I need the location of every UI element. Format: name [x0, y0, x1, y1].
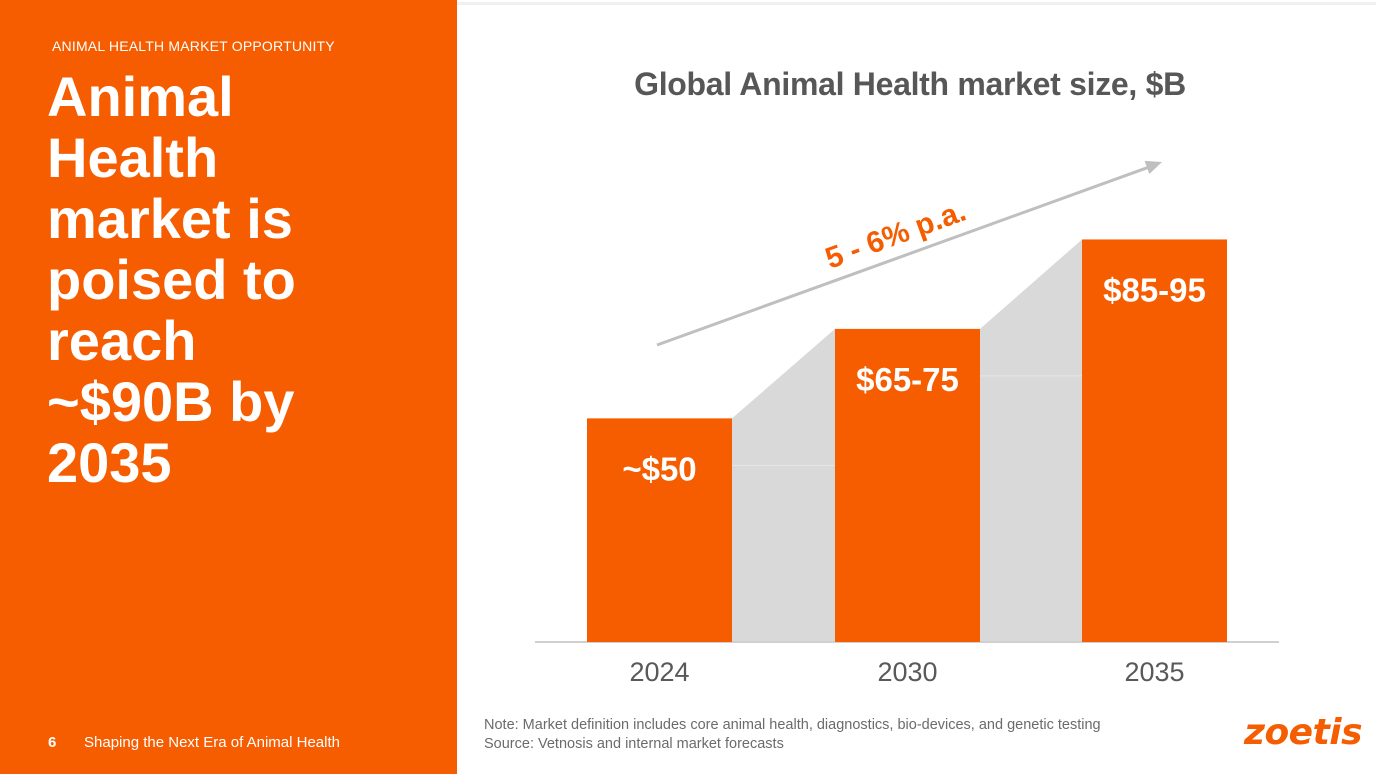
- footnote: Note: Market definition includes core an…: [484, 716, 1101, 754]
- left-panel: [0, 0, 457, 774]
- data-label-2030: $65-75: [856, 361, 959, 398]
- bar-2035: [1082, 239, 1227, 643]
- data-label-2035: $85-95: [1103, 271, 1206, 308]
- tick-label-2024: 2024: [629, 657, 689, 687]
- growth-arrow-line: [656, 164, 1153, 347]
- growth-arrow-head: [1144, 160, 1162, 175]
- top-divider: [457, 2, 1376, 5]
- section-label: ANIMAL HEALTH MARKET OPPORTUNITY: [52, 38, 335, 54]
- market-size-chart: ~$50 2024 $65-75 2030 $85-95 2035 5 - 6% p.a.: [535, 160, 1279, 687]
- tick-label-2035: 2035: [1124, 657, 1184, 687]
- source-text: Source: Vetnosis and internal market for…: [484, 736, 784, 752]
- data-label-2024: ~$50: [622, 450, 696, 487]
- chart-title: Global Animal Health market size, $B: [634, 66, 1186, 102]
- note-text: Note: Market definition includes core an…: [484, 717, 1101, 733]
- connector-0: [732, 328, 835, 642]
- footer-text: Shaping the Next Era of Animal Health: [84, 734, 340, 751]
- bar-2024: [587, 418, 732, 642]
- slide-headline: Animal Health market is poised to reach …: [47, 65, 296, 494]
- page-number: 6: [48, 734, 57, 751]
- growth-rate-annotation: 5 - 6% p.a.: [821, 195, 970, 276]
- bar-2030: [835, 328, 980, 642]
- connector-1: [980, 239, 1082, 643]
- tick-label-2030: 2030: [877, 657, 937, 687]
- zoetis-logo: zoetis: [1244, 712, 1363, 753]
